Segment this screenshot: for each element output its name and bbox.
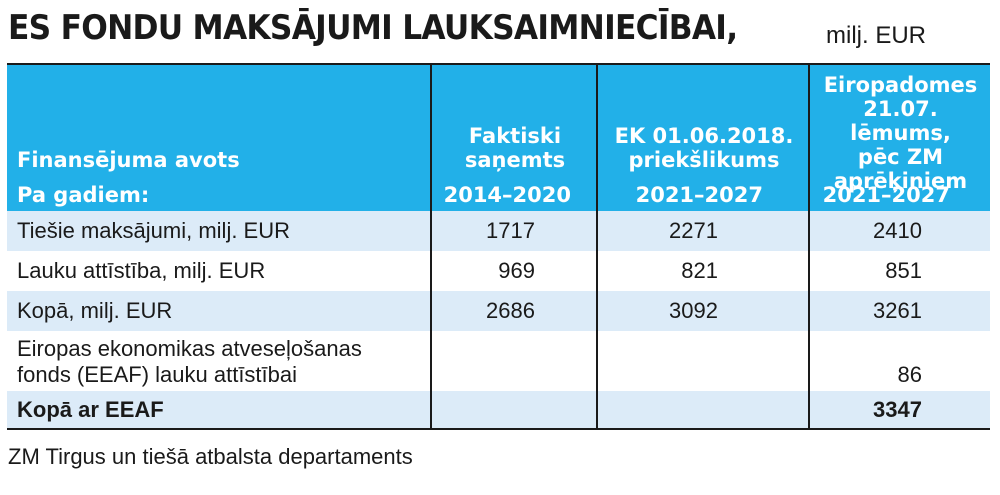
funding-table: Finansējuma avots Pa gadiem: Faktiski sa… <box>7 63 990 430</box>
table-border-top <box>7 63 990 65</box>
header-col2-line: EK 01.06.2018. <box>614 124 794 148</box>
header-col1-line: saņemts <box>464 148 566 172</box>
header-col2-period: 2021–2027 <box>635 183 763 207</box>
row-value-col2: 2271 <box>669 218 718 243</box>
title-unit: milj. EUR <box>826 22 926 49</box>
header-years-label: Pa gadiem: <box>17 183 150 207</box>
table-row <box>7 291 990 331</box>
header-source-label: Finansējuma avots <box>17 148 240 172</box>
table-row <box>7 211 990 251</box>
row-value-col2: 3092 <box>669 298 718 323</box>
column-divider <box>596 63 598 430</box>
page-title: ES FONDU MAKSĀJUMI LAUKSAIMNIECĪBAI, mil… <box>8 8 926 58</box>
header-col1-line: Faktiski <box>468 124 562 148</box>
header-col3-line: pēc ZM <box>857 145 944 169</box>
row-label-line: Eiropas ekonomikas atveseļošanas <box>17 336 362 361</box>
header-col3-period: 2021–2027 <box>822 183 950 207</box>
row-value-col3: 3347 <box>873 397 922 422</box>
header-col1-label: Faktiski saņemts <box>433 124 597 172</box>
column-divider <box>430 63 432 430</box>
row-value-col3: 3261 <box>873 298 922 323</box>
title-main: ES FONDU MAKSĀJUMI LAUKSAIMNIECĪBAI, <box>8 8 738 48</box>
row-value-col1: 969 <box>498 258 535 283</box>
row-label: Kopā, milj. EUR <box>17 298 173 323</box>
row-label: Tiešie maksājumi, milj. EUR <box>17 218 291 243</box>
row-value-col3: 2410 <box>873 218 922 243</box>
row-value-col3: 86 <box>897 362 922 387</box>
header-col3-line: 21.07. lēmums, <box>850 97 951 145</box>
row-label: Kopā ar EEAF <box>17 397 164 422</box>
header-col3-label: Eiropadomes 21.07. lēmums, pēc ZM aprēķi… <box>811 73 990 193</box>
column-divider <box>808 63 810 430</box>
row-label-line: fonds (EEAF) lauku attīstībai <box>17 362 298 387</box>
table-row <box>7 331 990 391</box>
table-border-bottom <box>7 428 990 430</box>
row-value-col2: 821 <box>681 258 718 283</box>
header-col2-label: EK 01.06.2018. priekšlikums <box>599 124 809 172</box>
row-value-col1: 2686 <box>486 298 535 323</box>
row-value-col1: 1717 <box>486 218 535 243</box>
header-col3-line: aprēķiniem <box>833 169 968 193</box>
row-label: Lauku attīstība, milj. EUR <box>17 258 266 283</box>
header-col1-period: 2014–2020 <box>443 183 571 207</box>
source-note: ZM Tirgus un tiešā atbalsta departaments <box>8 444 413 469</box>
table-header <box>7 63 990 211</box>
row-value-col3: 851 <box>885 258 922 283</box>
header-col3-line: Eiropadomes <box>823 73 978 97</box>
table-row <box>7 251 990 291</box>
header-col2-line: priekšlikums <box>628 148 780 172</box>
row-label: Eiropas ekonomikas atveseļošanas fonds (… <box>17 336 362 388</box>
table-row <box>7 391 990 430</box>
